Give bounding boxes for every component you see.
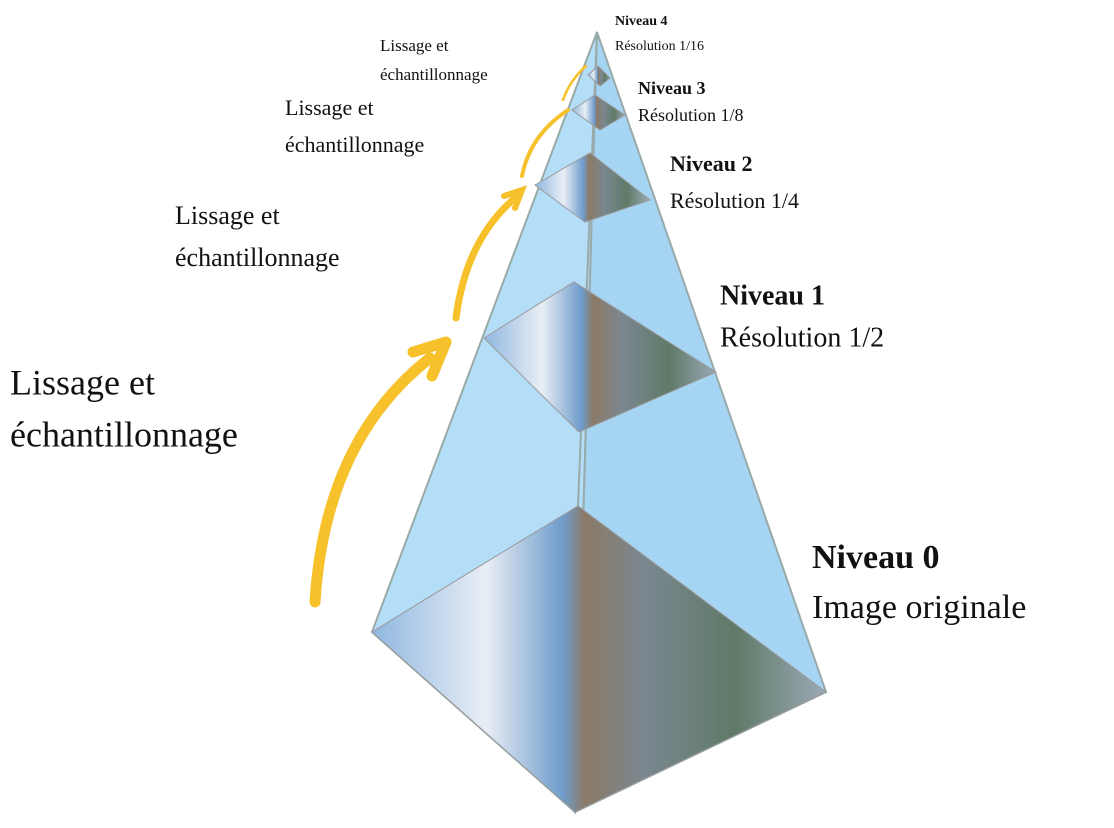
arrow-label: échantillonnage bbox=[175, 243, 340, 272]
arrow-label: Lissage et bbox=[175, 201, 280, 230]
level-title: Niveau 1 bbox=[720, 280, 825, 311]
arrow-label: Lissage et bbox=[380, 36, 449, 55]
level-title: Niveau 3 bbox=[638, 78, 706, 98]
level-subtitle: Résolution 1/2 bbox=[720, 322, 884, 353]
arrow-label: échantillonnage bbox=[285, 132, 424, 157]
level-subtitle: Image originale bbox=[812, 589, 1026, 626]
level-subtitle: Résolution 1/16 bbox=[615, 39, 704, 54]
pyramid bbox=[372, 32, 826, 812]
arrow-label: échantillonnage bbox=[380, 65, 488, 84]
level-title: Niveau 4 bbox=[615, 14, 668, 29]
level-subtitle: Résolution 1/8 bbox=[638, 105, 744, 125]
level-title: Niveau 0 bbox=[812, 539, 940, 576]
arrow-label: échantillonnage bbox=[10, 414, 238, 454]
level-title: Niveau 2 bbox=[670, 151, 753, 176]
arrow-label: Lissage et bbox=[285, 95, 374, 120]
level-subtitle: Résolution 1/4 bbox=[670, 188, 799, 213]
arrow-label: Lissage et bbox=[10, 362, 155, 402]
pyramid-diagram: Niveau 0 Image originale Niveau 1 Résolu… bbox=[0, 0, 1114, 828]
